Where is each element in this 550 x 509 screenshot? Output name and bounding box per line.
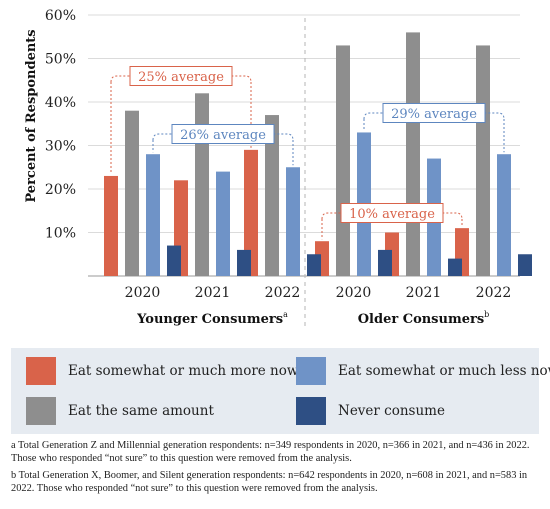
x-tick-label: 2020 <box>336 285 372 301</box>
bar-2-2 <box>286 167 300 276</box>
bar-1-4 <box>406 32 420 277</box>
annotation-box <box>171 124 275 144</box>
bar-3-4 <box>448 258 462 276</box>
legend-swatch-less <box>296 357 326 385</box>
bar-3-5 <box>518 254 532 276</box>
x-tick-label: 2020 <box>125 285 161 301</box>
annotation-box <box>129 66 233 86</box>
legend-swatch-never <box>296 397 326 425</box>
y-axis-label: Percent of Respondents <box>24 29 39 202</box>
y-tick-label: 50% <box>45 52 76 68</box>
legend-item-less: Eat somewhat or much less now <box>296 357 550 385</box>
bar-2-0 <box>146 154 160 276</box>
legend-label-less: Eat somewhat or much less now <box>338 363 550 379</box>
footnote-a: a Total Generation Z and Millennial gene… <box>11 440 530 464</box>
legend-label-same: Eat the same amount <box>68 403 214 419</box>
x-tick-label: 2022 <box>476 285 512 301</box>
bar-2-1 <box>216 171 230 276</box>
bar-1-2 <box>265 115 279 276</box>
bar-1-5 <box>476 45 490 277</box>
annotation-box <box>340 203 444 223</box>
annotation-box <box>382 103 486 123</box>
y-tick-label: 60% <box>45 8 76 24</box>
y-tick-label: 30% <box>45 139 76 155</box>
y-tick-label: 20% <box>45 182 76 198</box>
bar-2-5 <box>497 154 511 276</box>
bar-1-3 <box>336 45 350 277</box>
annotation-label: 25% average <box>138 70 224 85</box>
bar-1-1 <box>195 93 209 276</box>
legend-label-more: Eat somewhat or much more now <box>68 363 299 379</box>
footnotes: a Total Generation Z and Millennial gene… <box>11 440 541 500</box>
bar-3-2 <box>307 254 321 276</box>
legend-swatch-more <box>26 357 56 385</box>
bar-0-2 <box>244 149 258 276</box>
group-label: Older Consumersb <box>358 310 490 327</box>
legend-label-never: Never consume <box>338 403 445 419</box>
y-tick-label: 40% <box>45 95 76 111</box>
bar-3-0 <box>167 245 181 276</box>
x-tick-label: 2021 <box>195 285 231 301</box>
x-tick-label: 2022 <box>265 285 301 301</box>
bar-chart: 10% 20% 30% 40% 50% 60% Percent of Respondents… <box>24 8 532 330</box>
legend-item-more: Eat somewhat or much more now <box>26 357 298 385</box>
group-label: Younger Consumersa <box>136 310 288 327</box>
bar-0-0 <box>104 175 118 276</box>
legend-item-never: Never consume <box>296 397 445 425</box>
bar-1-0 <box>125 110 139 276</box>
footnote-b: b Total Generation X, Boomer, and Silent… <box>11 470 528 494</box>
legend-swatch-same <box>26 397 56 425</box>
annotation-label: 26% average <box>180 128 266 143</box>
annotation-label: 29% average <box>391 107 477 122</box>
x-tick-label: 2021 <box>406 285 442 301</box>
bar-3-1 <box>237 249 251 276</box>
legend: Eat somewhat or much more now Eat somewh… <box>11 348 550 434</box>
bar-3-3 <box>378 249 392 276</box>
legend-item-same: Eat the same amount <box>26 397 214 425</box>
y-tick-label: 10% <box>45 226 76 242</box>
annotation-label: 10% average <box>349 207 435 222</box>
